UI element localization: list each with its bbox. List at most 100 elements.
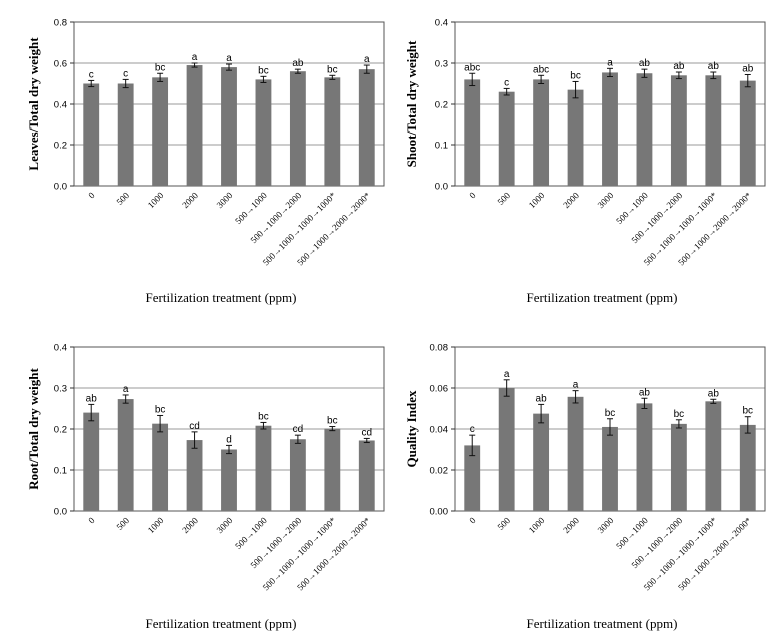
x-tick-label: 3000	[215, 515, 235, 535]
y-tick-label: 0.2	[435, 100, 448, 111]
y-tick-label: 0.4	[54, 100, 67, 111]
significance-letter: a	[607, 57, 613, 68]
x-tick-label: 500→1000	[233, 515, 269, 551]
significance-letter: cd	[189, 421, 200, 432]
bar	[186, 65, 203, 186]
significance-letter: bc	[327, 416, 338, 427]
x-tick-label: 1000	[146, 515, 166, 535]
x-tick-label: 0	[467, 515, 478, 526]
y-tick-label: 0.1	[435, 141, 448, 152]
bar	[636, 73, 653, 186]
bar	[670, 423, 687, 511]
significance-letter: a	[504, 369, 510, 380]
bar	[221, 67, 237, 186]
significance-letter: a	[573, 380, 579, 391]
x-tick-label: 2000	[561, 190, 581, 210]
bar	[567, 89, 584, 186]
y-tick-label: 0.8	[54, 18, 67, 29]
chart-panel-3: 0.0 0.1 0.2 0.3 0.4 ab 0 a 500 bc 1000 cd 2000 d 3000 b…	[26, 343, 385, 631]
significance-letter: a	[226, 53, 232, 64]
bar	[739, 80, 756, 186]
significance-letter: bc	[327, 64, 338, 75]
x-tick-label: 3000	[596, 515, 616, 535]
x-tick-label: 500	[114, 515, 131, 532]
y-tick-label: 0.3	[54, 384, 67, 395]
x-tick-label: 500→1000→2000→2000*	[676, 190, 753, 267]
significance-letter: a	[192, 52, 198, 63]
bar	[464, 79, 481, 186]
y-tick-label: 0.00	[430, 507, 449, 518]
bar	[705, 75, 722, 186]
bar	[83, 412, 100, 511]
significance-letter: ab	[673, 61, 685, 72]
bar	[602, 426, 618, 511]
bar	[358, 69, 375, 186]
bar	[289, 71, 306, 186]
significance-letter: d	[226, 434, 232, 445]
bar	[221, 449, 237, 511]
bar	[636, 403, 653, 511]
y-axis-label: Quality Index	[404, 390, 419, 467]
significance-letter: c	[89, 69, 94, 80]
significance-letter: c	[470, 424, 475, 435]
bar	[602, 72, 618, 186]
significance-letter: a	[123, 384, 129, 395]
significance-letter: ab	[742, 63, 754, 74]
significance-letter: cd	[293, 424, 304, 435]
bar	[705, 401, 722, 511]
bar	[186, 440, 203, 511]
bar	[739, 424, 756, 511]
y-tick-label: 0.4	[54, 343, 67, 354]
significance-letter: c	[504, 77, 509, 88]
x-axis-label: Fertilization treatment (ppm)	[527, 290, 678, 305]
x-tick-label: 0	[86, 190, 97, 201]
y-tick-label: 0.0	[435, 182, 448, 193]
x-tick-label: 2000	[180, 515, 200, 535]
x-tick-label: 500→1000→2000→2000*	[295, 190, 372, 267]
significance-letter: abc	[464, 62, 480, 73]
significance-letter: ab	[86, 393, 98, 404]
significance-letter: bc	[605, 408, 616, 419]
x-tick-label: 2000	[561, 515, 581, 535]
significance-letter: bc	[674, 409, 685, 420]
significance-letter: ab	[292, 58, 304, 69]
y-axis-label: Root/Total dry weight	[26, 368, 41, 490]
y-tick-label: 0.2	[54, 141, 67, 152]
bar	[289, 439, 306, 511]
chart-panel-4: 0.00 0.02 0.04 0.06 0.08 c 0 a 500 ab 1000 a 2000 bc 3…	[404, 343, 766, 631]
x-tick-label: 3000	[596, 190, 616, 210]
x-tick-label: 0	[467, 190, 478, 201]
x-tick-label: 1000	[146, 190, 166, 210]
bar	[464, 445, 481, 511]
significance-letter: bc	[155, 62, 166, 73]
y-tick-label: 0.6	[54, 59, 67, 70]
x-tick-label: 2000	[180, 190, 200, 210]
y-tick-label: 0.02	[430, 466, 449, 477]
significance-letter: c	[123, 68, 128, 79]
bar	[670, 75, 687, 186]
x-tick-label: 500	[495, 190, 512, 207]
y-tick-label: 0.4	[435, 18, 448, 29]
significance-letter: bc	[155, 404, 166, 415]
significance-letter: a	[364, 54, 370, 65]
bar	[567, 396, 584, 511]
significance-letter: bc	[742, 406, 753, 417]
x-tick-label: 0	[86, 515, 97, 526]
x-tick-label: 500	[114, 190, 131, 207]
y-tick-label: 0.0	[54, 182, 67, 193]
y-tick-label: 0.04	[430, 425, 449, 436]
x-tick-label: 1000	[527, 515, 547, 535]
y-axis-label: Leaves/Total dry weight	[26, 37, 41, 171]
significance-letter: ab	[639, 58, 651, 69]
bar	[498, 388, 515, 511]
y-tick-label: 0.1	[54, 466, 67, 477]
bar	[117, 83, 134, 186]
bar	[152, 77, 169, 186]
x-axis-label: Fertilization treatment (ppm)	[527, 616, 678, 631]
x-tick-label: 500	[495, 515, 512, 532]
bar	[117, 399, 134, 511]
significance-letter: ab	[639, 387, 651, 398]
bar	[533, 79, 550, 186]
significance-letter: cd	[361, 427, 372, 438]
x-tick-label: 1000	[527, 190, 547, 210]
